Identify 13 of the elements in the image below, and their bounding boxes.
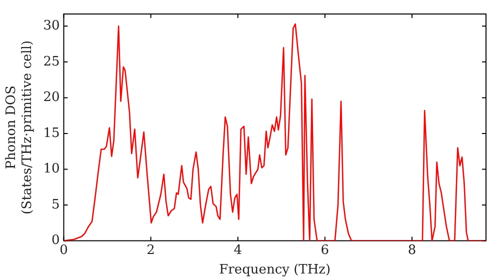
x-tick-label: 6: [320, 242, 330, 258]
y-tick-label: 20: [43, 90, 60, 106]
y-tick-label: 15: [43, 126, 60, 141]
y-axis-title: Phonon DOS (States/THz·primitive cell): [4, 40, 35, 214]
x-tick-label: 4: [234, 242, 242, 258]
x-tick-label: 8: [408, 242, 416, 258]
y-tick-label: 10: [43, 162, 60, 177]
y-tick-label: 25: [43, 54, 60, 70]
x-axis-title: Frequency (THz): [219, 262, 331, 278]
y-tick-label: 30: [43, 18, 60, 34]
x-tick-label: 2: [146, 242, 155, 258]
y-tick-label: 5: [51, 197, 60, 212]
y-tick-label: 0: [51, 233, 60, 248]
